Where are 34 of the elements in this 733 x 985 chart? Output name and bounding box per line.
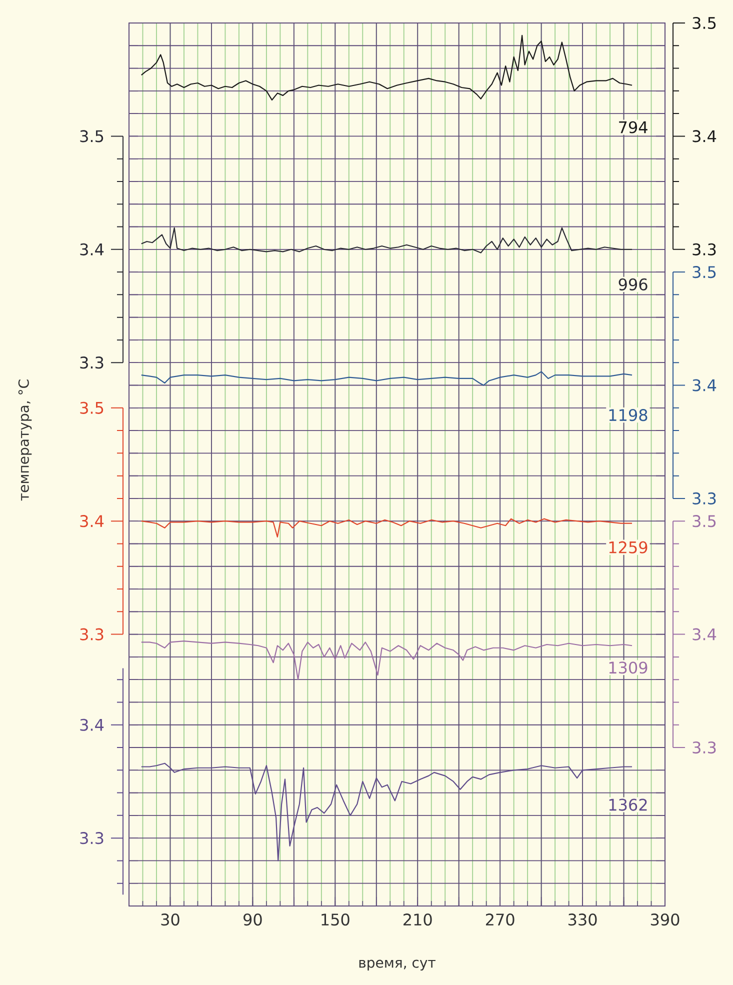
line-series [140,34,633,101]
x-tick-label: 330 [568,914,597,926]
y2-tick-label: 3.5 [692,266,716,278]
y-tick-label: 3.3 [80,628,104,640]
y-tick-label: 3.3 [80,832,104,844]
line-series [140,518,633,538]
x-tick-label: 90 [244,914,262,926]
x-tick-label: 270 [486,914,514,926]
y2-tick-label: 3.3 [692,492,716,505]
y2-tick-label: 3.5 [692,515,716,528]
y-tick-label: 3.3 [80,356,104,369]
y-tick-label: 3.4 [80,243,104,256]
y-tick-label: 3.4 [80,718,104,731]
series-label: 996 [618,278,648,290]
x-tick-label: 210 [404,914,432,926]
series-label: 1362 [609,798,647,811]
x-tick-label: 390 [650,914,680,926]
y-tick-label: 3.5 [80,402,104,414]
series-label: 1309 [609,662,648,674]
y2-tick-label: 3.5 [692,16,716,30]
x-tick-label: 30 [161,914,180,926]
y-axis-title: температура, °C [18,380,32,501]
y2-tick-label: 3.4 [692,628,716,640]
text: 1198 [609,409,648,422]
y2-tick-label: 3.3 [692,243,716,256]
y2-tick-label: 3.4 [692,379,716,392]
y-tick-label: 3.4 [80,515,104,528]
y-tick-label: 3.5 [80,130,104,142]
y2-tick-label: 3.4 [692,130,716,142]
text: 794 [619,121,648,134]
x-axis-title: время, сут [359,960,436,971]
y2-tick-label: 3.3 [692,741,716,754]
x-tick-label: 150 [322,914,350,926]
series-label: 1259 [609,541,648,554]
